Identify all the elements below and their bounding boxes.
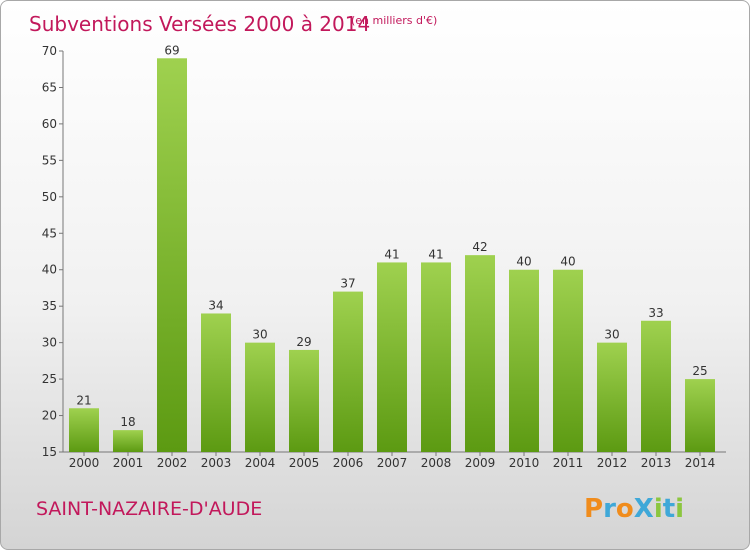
bar-value-label: 37 (340, 277, 355, 291)
y-tick-label: 20 (42, 409, 57, 423)
x-tick-label: 2008 (421, 456, 452, 470)
town-name: SAINT-NAZAIRE-D'AUDE (36, 498, 262, 520)
x-tick-label: 2007 (377, 456, 408, 470)
bar (201, 313, 231, 452)
y-tick-label: 45 (42, 226, 57, 240)
bar-value-label: 21 (76, 393, 91, 407)
bar-value-label: 25 (692, 364, 707, 378)
chart-title: Subventions Versées 2000 à 2014 (29, 12, 370, 36)
svg-text:ProXiti: ProXiti (584, 494, 684, 524)
x-tick-label: 2000 (69, 456, 100, 470)
bar-value-label: 29 (296, 335, 311, 349)
y-tick-label: 35 (42, 299, 57, 313)
bar-value-label: 41 (384, 247, 399, 261)
y-tick-label: 50 (42, 190, 57, 204)
y-tick-label: 60 (42, 117, 57, 131)
x-tick-label: 2003 (201, 456, 232, 470)
bar-value-label: 40 (516, 255, 531, 269)
bar-value-label: 33 (648, 306, 663, 320)
bars: 21 18 69 34 30 29 37 41 41 42 40 40 30 33 25 (69, 43, 715, 453)
bar (289, 349, 319, 452)
x-tick-label: 2002 (157, 456, 188, 470)
bar (465, 255, 495, 452)
chart-subtitle: (en milliers d'€) (351, 14, 437, 27)
x-tick-label: 2005 (289, 456, 320, 470)
bar (553, 269, 583, 452)
y-tick-label: 40 (42, 263, 57, 277)
bar-value-label: 41 (428, 247, 443, 261)
x-tick-label: 2011 (553, 456, 584, 470)
x-tick-label: 2001 (113, 456, 144, 470)
y-tick-label: 30 (42, 336, 57, 350)
bar (597, 342, 627, 452)
bar (69, 408, 99, 452)
x-tick-label: 2014 (685, 456, 716, 470)
bar (333, 291, 363, 452)
bar (641, 320, 671, 452)
y-tick-label: 15 (42, 445, 57, 459)
bar (685, 379, 715, 452)
bar-value-label: 42 (472, 240, 487, 254)
x-tick-label: 2010 (509, 456, 540, 470)
y-tick-label: 70 (42, 44, 57, 58)
x-tick-label: 2006 (333, 456, 364, 470)
x-tick-label: 2013 (641, 456, 672, 470)
bar-value-label: 18 (120, 415, 135, 429)
bar (421, 262, 451, 452)
bar (245, 342, 275, 452)
bar-value-label: 69 (164, 43, 179, 57)
bar-value-label: 34 (208, 298, 223, 312)
x-tick-label: 2009 (465, 456, 496, 470)
bar (377, 262, 407, 452)
bar-value-label: 40 (560, 255, 575, 269)
bar (509, 269, 539, 452)
y-tick-label: 25 (42, 372, 57, 386)
y-tick-label: 65 (42, 80, 57, 94)
x-axis: 2000 2001 2002 2003 2004 2005 2006 2007 2008 2009… (63, 451, 726, 470)
bar-value-label: 30 (252, 328, 267, 342)
bar (157, 58, 187, 453)
bar (113, 430, 143, 452)
proxiti-logo: ProXiti (584, 494, 684, 524)
y-axis: 15 20 25 30 35 40 45 50 55 60 65 70 (42, 44, 64, 459)
x-tick-label: 2012 (597, 456, 628, 470)
x-tick-label: 2004 (245, 456, 276, 470)
bar-value-label: 30 (604, 328, 619, 342)
y-tick-label: 55 (42, 153, 57, 167)
